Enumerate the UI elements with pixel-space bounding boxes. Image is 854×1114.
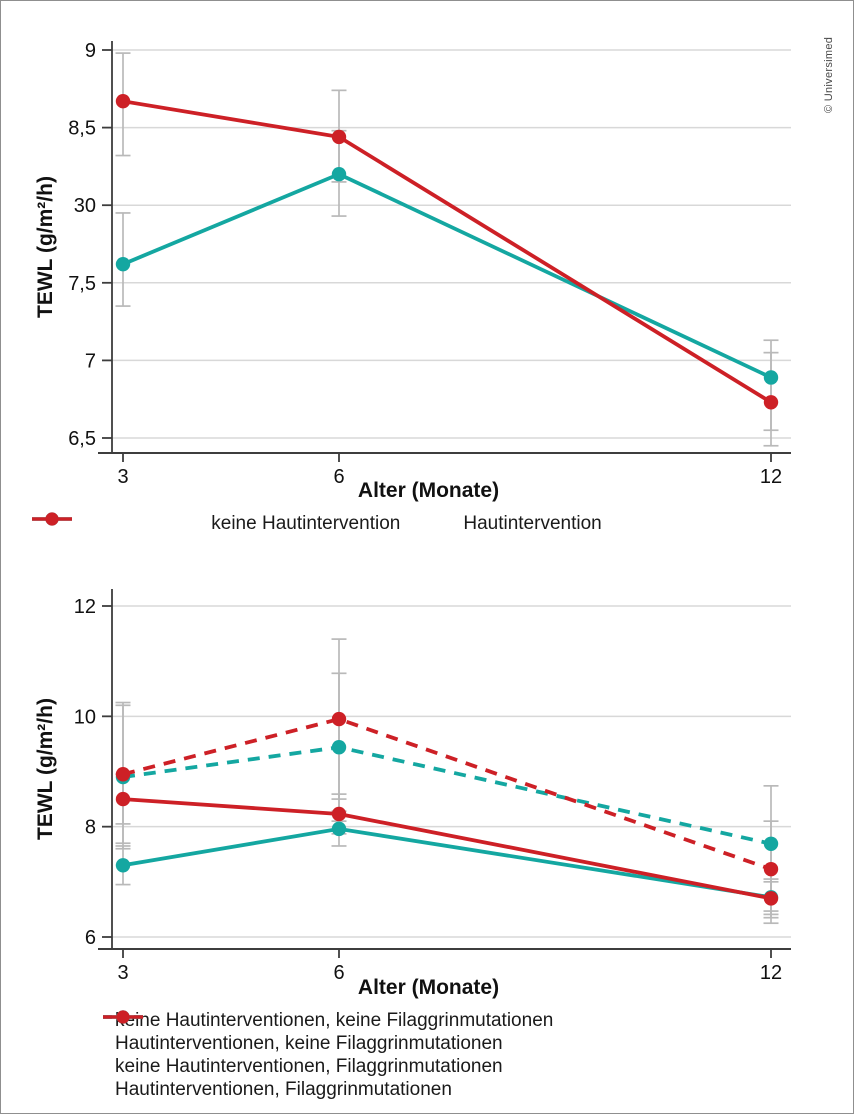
x-axis-title-chart2: Alter (Monate) [357, 976, 500, 999]
chart-1: 9 8,5 30 7,5 7 6,5 3 6 12 [68, 40, 791, 488]
data-point [115, 94, 131, 109]
legend-item: Hautinterventionen, Filaggrinmutationen [102, 1010, 553, 1101]
x-tick-label: 6 [333, 962, 344, 984]
y-tick-label: 6,5 [68, 428, 96, 450]
data-point [115, 791, 131, 807]
data-point [331, 711, 347, 727]
y-tick-label: 6 [85, 927, 96, 949]
x-tick-label: 6 [333, 466, 344, 488]
series-line [122, 99, 772, 404]
x-tick-label: 12 [760, 962, 782, 984]
series-line [122, 717, 772, 871]
legend-item: Hautintervention [32, 512, 602, 535]
data-point [331, 129, 347, 145]
data-point [115, 256, 131, 272]
series-line [122, 745, 772, 846]
x-tick-label: 12 [760, 466, 782, 488]
series-line [122, 826, 772, 900]
data-point [331, 740, 347, 755]
data-point [763, 370, 779, 385]
y-axis-title-chart1: TEWL (g/m²/h) [34, 176, 57, 318]
legend-label: Hautintervention [463, 513, 602, 534]
legend-item: keine Hautinterventionen, Filaggrinmutat… [102, 1010, 553, 1078]
y-tick-label: 12 [74, 596, 96, 618]
legend-label: Hautinterventionen, Filaggrinmutationen [115, 1078, 452, 1100]
x-axis-title-chart1: Alter (Monate) [357, 479, 500, 502]
data-point [763, 861, 779, 877]
data-point [331, 821, 347, 837]
y-tick-label: 30 [74, 195, 96, 217]
data-point [763, 891, 779, 906]
legend-label: keine Hautintervention [211, 513, 401, 534]
y-tick-label: 10 [74, 706, 96, 728]
legend-dot [45, 512, 59, 526]
y-tick-label: 9 [85, 40, 96, 62]
x-tick-label: 3 [117, 466, 128, 488]
copyright-watermark: © Universimed [823, 36, 835, 113]
data-point [763, 395, 779, 410]
legend-label: Hautinterventionen, keine Filaggrinmutat… [115, 1032, 503, 1054]
data-point [331, 166, 347, 182]
data-point [763, 836, 779, 851]
legend-chart1: keine Hautintervention Hautintervention [31, 511, 771, 537]
legend-dot [116, 1010, 130, 1024]
legend-item: keine Hautinterventionen, keine Filaggri… [102, 1009, 553, 1032]
legend-marker-svg [32, 512, 72, 526]
legend-label: keine Hautinterventionen, Filaggrinmutat… [115, 1055, 503, 1077]
y-tick-label: 8 [85, 817, 96, 839]
data-point [331, 806, 347, 822]
x-tick-label: 3 [117, 962, 128, 984]
y-axis-title-chart2: TEWL (g/m²/h) [34, 698, 57, 840]
y-tick-label: 7,5 [68, 273, 96, 295]
data-point [115, 858, 131, 873]
legend-item: Hautinterventionen, keine Filaggrinmutat… [102, 1010, 553, 1055]
legend-item: keine Hautintervention [32, 512, 401, 535]
legend-label: keine Hautinterventionen, keine Filaggri… [115, 1009, 554, 1031]
y-tick-label: 7 [85, 350, 96, 372]
y-tick-label: 8,5 [68, 118, 96, 140]
data-point [115, 767, 131, 782]
legend-marker-svg [103, 1010, 143, 1024]
legend-chart2: keine Hautinterventionen, keine Filaggri… [102, 1009, 553, 1101]
